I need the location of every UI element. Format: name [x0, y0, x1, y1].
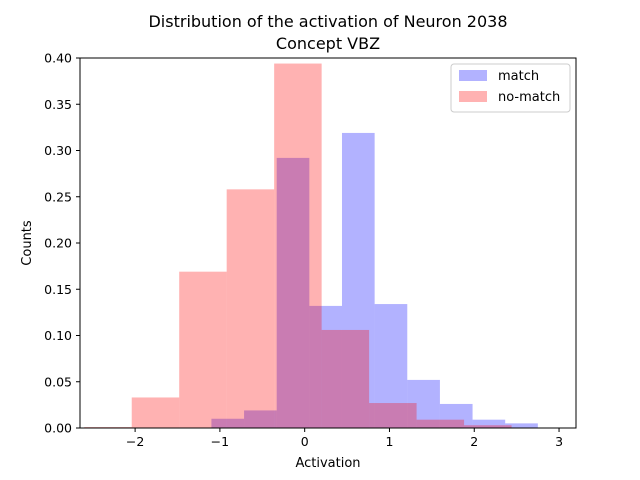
legend-swatch-no-match [459, 91, 487, 102]
legend-box [450, 63, 571, 113]
bar-match-8 [472, 419, 506, 428]
y-tick-label: 0.05 [44, 374, 72, 389]
bar-match-0 [211, 418, 245, 428]
y-axis-ticks: 0.00 0.05 0.10 0.15 0.20 0.25 0.30 0.35 0.40 [44, 51, 80, 436]
bar-no-match-5 [321, 329, 370, 428]
x-tick-label: 2 [470, 434, 478, 449]
legend: match no-match [450, 63, 571, 113]
y-tick-label: 0.00 [44, 421, 72, 436]
bar-no-match-6 [369, 403, 417, 428]
bar-no-match-2 [179, 271, 227, 428]
x-tick-label: 1 [385, 434, 393, 449]
y-axis-label: Counts [20, 220, 35, 266]
bar-no-match-8 [464, 425, 512, 428]
chart-title: Distribution of the activation of Neuron… [148, 12, 507, 31]
x-tick-label: −2 [126, 434, 144, 449]
bar-match-7 [439, 403, 473, 428]
bar-no-match-1 [131, 397, 180, 428]
y-tick-label: 0.30 [44, 143, 72, 158]
bar-match-6 [407, 379, 440, 428]
legend-swatch-match [459, 70, 487, 81]
bar-match-1 [244, 410, 277, 428]
legend-label-no-match: no-match [498, 90, 560, 105]
x-tick-label: −1 [211, 434, 229, 449]
chart-subtitle: Concept VBZ [276, 34, 380, 53]
y-tick-label: 0.40 [44, 51, 72, 66]
bar-no-match-3 [226, 189, 275, 428]
legend-label-match: match [498, 69, 539, 84]
bar-match-9 [505, 423, 538, 428]
bar-match-3 [309, 305, 342, 428]
y-tick-label: 0.35 [44, 97, 72, 112]
bar-match-5 [374, 304, 408, 428]
y-tick-label: 0.15 [44, 282, 72, 297]
x-axis-ticks: −2 −1 0 1 2 3 [126, 428, 563, 449]
x-axis-label: Activation [295, 456, 360, 471]
bars-layer [84, 63, 538, 429]
y-tick-label: 0.10 [44, 328, 72, 343]
x-tick-label: 3 [555, 434, 563, 449]
bar-match-2 [276, 157, 310, 428]
bar-match-4 [341, 132, 375, 429]
y-tick-label: 0.20 [44, 236, 72, 251]
bar-no-match-7 [416, 419, 465, 428]
y-tick-label: 0.25 [44, 189, 72, 204]
x-tick-label: 0 [301, 434, 309, 449]
bar-no-match-4 [274, 63, 322, 429]
